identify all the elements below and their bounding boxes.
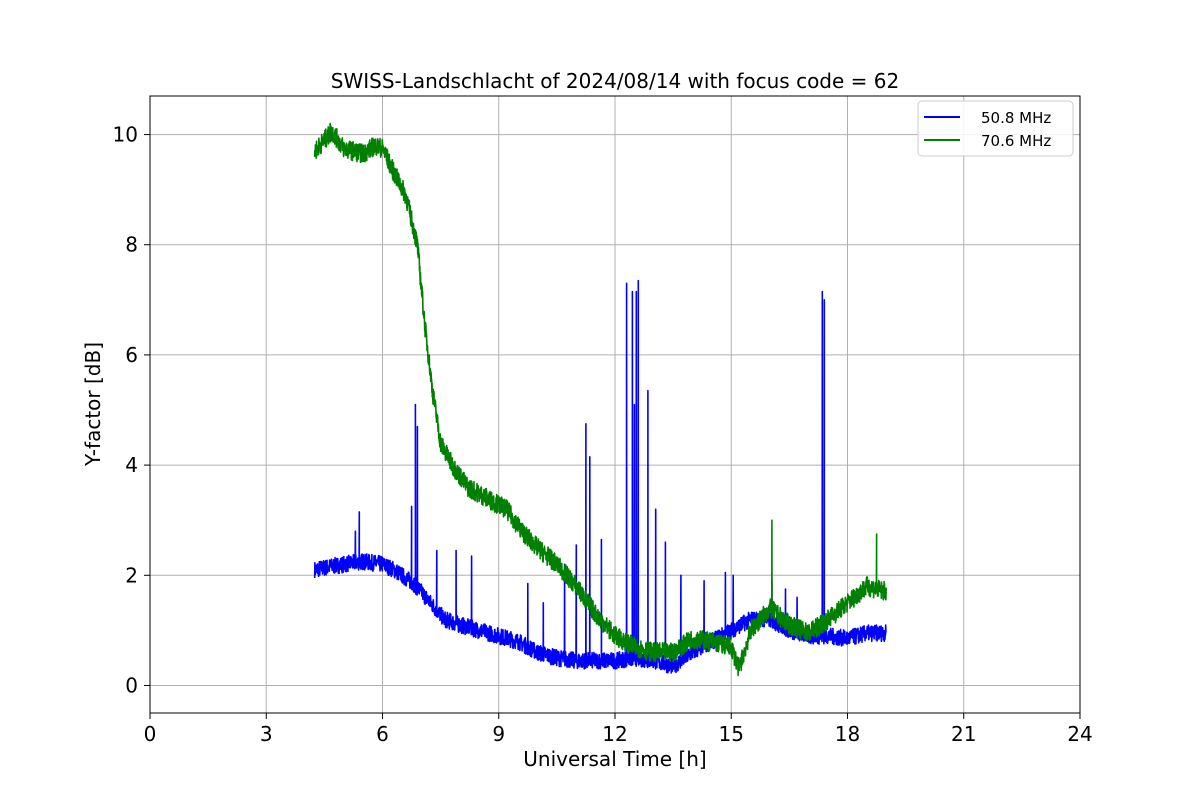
- x-tick-label: 15: [719, 722, 744, 746]
- y-axis-label: Y-factor [dB]: [81, 342, 105, 467]
- series-line-70-6-mhz: [313, 122, 887, 677]
- x-tick-label: 21: [951, 722, 976, 746]
- y-axis: 0 2 4 6 8 10: [113, 123, 150, 697]
- x-tick-label: 24: [1067, 722, 1092, 746]
- y-tick-label: 4: [125, 453, 138, 477]
- y-tick-label: 2: [125, 563, 138, 587]
- x-axis: 0 3 6 9 12 15 18 21 24: [144, 713, 1093, 746]
- x-tick-label: 9: [492, 722, 505, 746]
- series-layer: [313, 122, 887, 677]
- x-axis-label: Universal Time [h]: [523, 747, 706, 771]
- legend: 50.8 MHz 70.6 MHz: [917, 100, 1074, 157]
- x-tick-label: 0: [144, 722, 157, 746]
- y-tick-label: 8: [125, 233, 138, 257]
- y-tick-label: 0: [125, 673, 138, 697]
- x-tick-label: 6: [376, 722, 389, 746]
- legend-box: [917, 100, 1074, 157]
- legend-label-70-6: 70.6 MHz: [981, 132, 1051, 150]
- x-tick-label: 12: [602, 722, 627, 746]
- x-tick-label: 3: [260, 722, 273, 746]
- y-tick-label: 10: [113, 123, 138, 147]
- y-tick-label: 6: [125, 343, 138, 367]
- legend-label-50-8: 50.8 MHz: [981, 109, 1051, 127]
- chart-title: SWISS-Landschlacht of 2024/08/14 with fo…: [331, 69, 899, 93]
- x-tick-label: 18: [835, 722, 860, 746]
